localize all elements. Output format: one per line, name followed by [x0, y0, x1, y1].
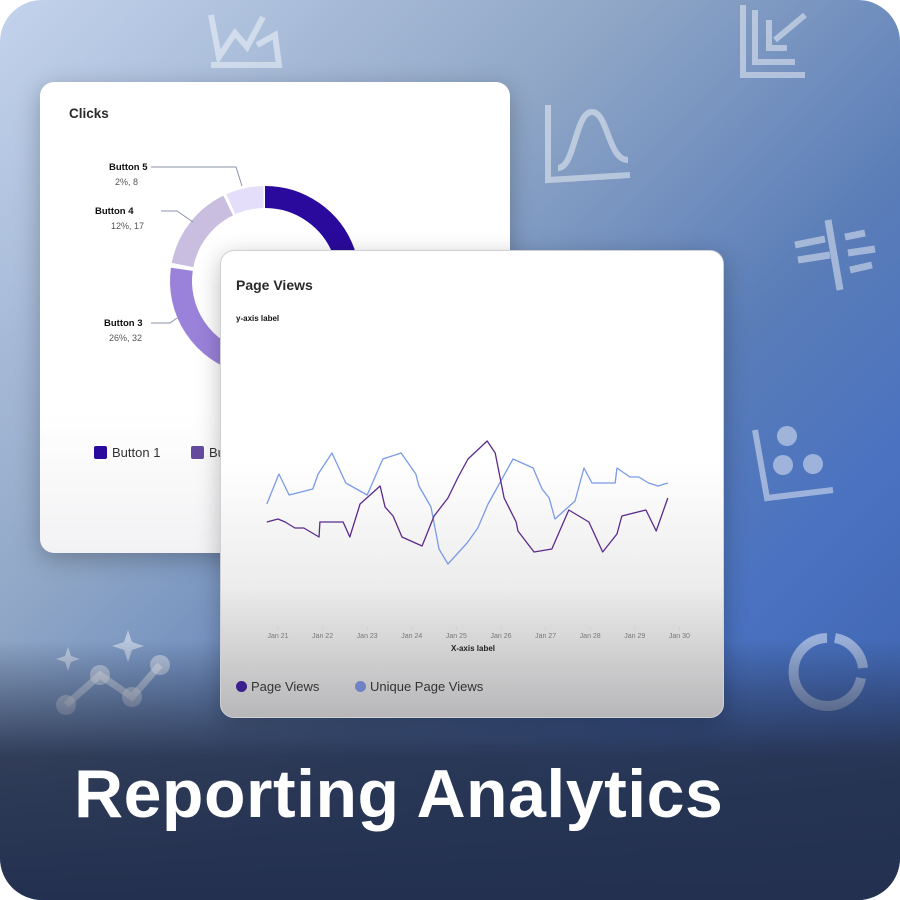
area-chart-icon: [208, 14, 283, 68]
x-tick-label: Jan 25: [446, 633, 467, 640]
x-tick-label: Jan 29: [624, 633, 645, 640]
scatter-plot-icon: [752, 426, 834, 502]
x-tick-label: Jan 21: [267, 633, 288, 640]
legend-dot: [355, 681, 366, 692]
x-tick-label: Jan 22: [312, 633, 333, 640]
slice-label-button-3: Button 3: [104, 318, 143, 329]
x-axis-label: X-axis label: [221, 644, 723, 653]
series-line-page-views: [266, 440, 669, 553]
leader-line-button-4: [161, 210, 194, 223]
x-tick-label: Jan 27: [535, 633, 556, 640]
slice-label-button-5: Button 5: [109, 162, 148, 173]
x-axis-label-text: X-axis label: [450, 644, 496, 653]
legend-label: Button 1: [112, 445, 161, 460]
bell-curve-icon: [545, 105, 631, 184]
x-tick-label: Jan 28: [580, 633, 601, 640]
x-tick-label: Jan 30: [669, 633, 690, 640]
donut-slice-button-4[interactable]: [171, 195, 234, 268]
gantt-icon: [794, 219, 876, 291]
slice-value-button-3: 26%, 32: [109, 333, 143, 343]
page-views-title: Page Views: [236, 277, 313, 293]
legend-label: Page Views: [251, 679, 320, 694]
legend-swatch: [191, 446, 204, 459]
leader-line-button-3: [151, 317, 178, 324]
slice-value-button-4: 12%, 17: [111, 221, 145, 231]
x-tick-label: Jan 23: [357, 633, 378, 640]
slice-value-button-5: 2%, 8: [115, 177, 139, 187]
legend-item-unique-page-views[interactable]: Unique Page Views: [355, 679, 483, 694]
donut-chart-icon: [788, 633, 868, 711]
funnel-chart-icon: [740, 5, 807, 78]
sparkle-line-chart-icon: [56, 630, 170, 715]
legend-swatch: [94, 446, 107, 459]
slice-label-button-4: Button 4: [95, 206, 134, 217]
legend-dot: [236, 681, 247, 692]
page-views-card: Page Views y-axis label Jan 21 Jan 22 Jan …: [220, 250, 724, 718]
legend-label: Unique Page Views: [370, 679, 484, 694]
x-tick-label: Jan 26: [490, 633, 511, 640]
donut-slice-button-5[interactable]: [226, 186, 265, 215]
series-line-unique-page-views: [266, 452, 668, 565]
x-tick-label: Jan 24: [401, 633, 422, 640]
legend-item-button-1[interactable]: Button 1: [94, 445, 160, 460]
page-views-line-chart: Jan 21 Jan 22 Jan 23 Jan 24 Jan 25 Jan 26 Jan …: [263, 440, 708, 640]
clicks-title: Clicks: [69, 106, 109, 121]
legend-item-page-views[interactable]: Page Views: [236, 679, 319, 694]
y-axis-label: y-axis label: [236, 314, 280, 323]
leader-line-button-5: [151, 166, 243, 187]
headline: Reporting Analytics: [74, 756, 724, 832]
